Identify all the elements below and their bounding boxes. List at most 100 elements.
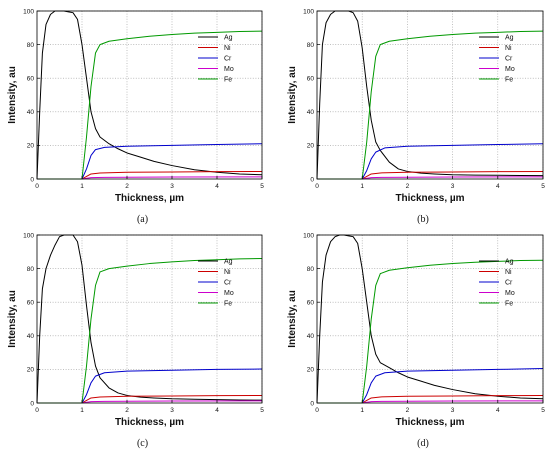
series-line-cr xyxy=(37,368,263,404)
y-tick-label: 100 xyxy=(303,8,314,15)
y-axis-label: Intensity, au xyxy=(287,66,298,124)
x-tick-label: 4 xyxy=(496,407,500,414)
x-tick-label: 3 xyxy=(170,407,174,414)
series-line-cr xyxy=(37,143,263,180)
x-tick-label: 3 xyxy=(451,183,455,190)
y-tick-label: 60 xyxy=(27,76,35,83)
legend-label-ni: Ni xyxy=(224,45,231,52)
legend-label-mo: Mo xyxy=(505,290,515,297)
legend-label-ag: Ag xyxy=(224,259,233,266)
x-tick-label: 5 xyxy=(541,183,545,190)
x-tick-label: 4 xyxy=(496,183,500,190)
legend-label-ni: Ni xyxy=(505,269,512,276)
plot-frame xyxy=(316,10,544,180)
x-axis-label: Thickness, µm xyxy=(115,417,184,428)
y-tick-label: 80 xyxy=(307,42,315,49)
legend-label-ag: Ag xyxy=(505,35,514,42)
y-tick-label: 20 xyxy=(27,143,35,150)
y-tick-label: 80 xyxy=(27,266,35,273)
y-tick-label: 20 xyxy=(307,367,315,374)
plot-frame xyxy=(316,234,544,404)
y-tick-label: 100 xyxy=(303,232,314,239)
panel-caption: (d) xyxy=(417,438,429,449)
legend-label-cr: Cr xyxy=(224,56,232,63)
x-tick-label: 0 xyxy=(315,183,319,190)
y-tick-label: 20 xyxy=(307,143,315,150)
panel-caption: (c) xyxy=(137,438,148,449)
x-tick-label: 1 xyxy=(360,183,364,190)
legend-label-ni: Ni xyxy=(224,269,231,276)
series-line-ag xyxy=(316,234,544,404)
x-tick-label: 0 xyxy=(35,183,39,190)
series-line-cr xyxy=(317,368,544,404)
legend-label-cr: Cr xyxy=(224,280,232,287)
x-tick-label: 3 xyxy=(451,407,455,414)
chart-panel-3: 0 1 2 3 4 5 0 20 40 60 80 100 Thickness, µm Intensity… xyxy=(7,232,264,449)
chart-panel-4: 0 1 2 3 4 5 0 20 40 60 80 100 Thickness, µm Intensity… xyxy=(287,232,545,449)
plot-frame xyxy=(36,234,263,404)
x-tick-label: 4 xyxy=(215,407,219,414)
series-line-fe xyxy=(317,30,544,180)
legend-label-fe: Fe xyxy=(505,77,513,84)
x-tick-label: 1 xyxy=(360,407,364,414)
y-tick-label: 40 xyxy=(307,333,315,340)
y-axis-label: Intensity, au xyxy=(7,290,18,348)
series-line-fe xyxy=(37,258,263,404)
x-tick-label: 5 xyxy=(260,183,264,190)
x-tick-label: 0 xyxy=(315,407,319,414)
x-tick-label: 2 xyxy=(406,183,410,190)
y-tick-label: 40 xyxy=(27,333,35,340)
series-line-ag xyxy=(316,10,544,180)
chart-panel-1: 0 1 2 3 4 5 0 20 40 60 80 100 Thickness, µm Intensity… xyxy=(7,8,264,225)
x-tick-label: 2 xyxy=(406,407,410,414)
plot-frame xyxy=(36,10,263,180)
y-tick-label: 0 xyxy=(30,176,34,183)
y-tick-label: 40 xyxy=(307,109,315,116)
legend-label-ag: Ag xyxy=(505,259,514,266)
y-tick-label: 60 xyxy=(307,76,315,83)
legend-label-fe: Fe xyxy=(505,301,513,308)
legend-label-fe: Fe xyxy=(224,301,232,308)
x-tick-label: 0 xyxy=(35,407,39,414)
y-tick-label: 80 xyxy=(27,42,35,49)
y-tick-label: 0 xyxy=(310,176,314,183)
legend-label-ni: Ni xyxy=(505,45,512,52)
chart-panel-2: 0 1 2 3 4 5 0 20 40 60 80 100 Thickness, µm Intensity… xyxy=(287,8,545,225)
panel-caption: (b) xyxy=(417,214,429,225)
y-tick-label: 0 xyxy=(310,400,314,407)
panel-caption: (a) xyxy=(137,214,148,225)
y-tick-label: 60 xyxy=(307,300,315,307)
series-line-ni xyxy=(37,170,263,180)
x-axis-label: Thickness, µm xyxy=(115,193,184,204)
x-axis-label: Thickness, µm xyxy=(395,417,464,428)
y-axis-label: Intensity, au xyxy=(287,290,298,348)
x-tick-label: 1 xyxy=(80,183,84,190)
y-tick-label: 60 xyxy=(27,300,35,307)
legend-label-fe: Fe xyxy=(224,77,232,84)
x-tick-label: 4 xyxy=(215,183,219,190)
x-tick-label: 2 xyxy=(125,183,129,190)
series-line-cr xyxy=(317,143,544,180)
legend-label-mo: Mo xyxy=(505,66,515,73)
x-tick-label: 2 xyxy=(125,407,129,414)
legend-label-mo: Mo xyxy=(224,290,234,297)
legend-label-cr: Cr xyxy=(505,280,513,287)
x-axis-label: Thickness, µm xyxy=(395,193,464,204)
series-line-fe xyxy=(37,30,263,180)
legend-label-ag: Ag xyxy=(224,35,233,42)
x-tick-label: 5 xyxy=(260,407,264,414)
y-tick-label: 80 xyxy=(307,266,315,273)
series-line-ni xyxy=(37,394,263,404)
y-axis-label: Intensity, au xyxy=(7,66,18,124)
y-tick-label: 100 xyxy=(23,8,34,15)
legend-label-mo: Mo xyxy=(224,66,234,73)
y-tick-label: 0 xyxy=(30,400,34,407)
y-tick-label: 20 xyxy=(27,367,35,374)
series-line-ag xyxy=(36,234,263,404)
legend-label-cr: Cr xyxy=(505,56,513,63)
x-tick-label: 1 xyxy=(80,407,84,414)
x-tick-label: 5 xyxy=(541,407,545,414)
series-line-ni xyxy=(317,170,544,180)
series-line-ni xyxy=(317,394,544,404)
